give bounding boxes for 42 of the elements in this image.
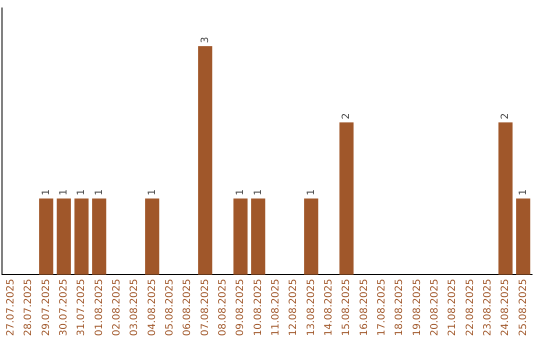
data-label: 2 — [500, 112, 512, 120]
data-label: 1 — [58, 189, 70, 196]
x-tick-label: 01.08.2025 — [94, 278, 105, 336]
x-tick-label: 29.07.2025 — [40, 278, 52, 336]
x-tick-label: 10.08.2025 — [252, 278, 264, 336]
x-tick-label: 11.08.2025 — [270, 278, 282, 336]
x-tick-label: 28.07.2025 — [23, 278, 34, 336]
x-tick-label: 04.08.2025 — [146, 278, 158, 336]
x-tick-label: 13.08.2025 — [306, 278, 317, 336]
data-label: 1 — [40, 189, 52, 196]
x-tick-label: 17.08.2025 — [376, 278, 388, 336]
x-tick-label: 12.08.2025 — [288, 278, 300, 336]
x-tick-label: 05.08.2025 — [164, 278, 176, 336]
x-tick-label: 18.08.2025 — [394, 278, 406, 336]
x-tick-label: 30.07.2025 — [58, 278, 70, 336]
x-tick-label: 08.08.2025 — [217, 278, 228, 336]
data-label: 1 — [518, 189, 529, 196]
x-tick-label: 09.08.2025 — [235, 278, 246, 336]
x-tick-label: 21.08.2025 — [447, 278, 458, 336]
x-tick-label: 07.08.2025 — [200, 278, 211, 336]
x-tick-label: 14.08.2025 — [323, 278, 334, 336]
x-tick-label: 23.08.2025 — [482, 278, 494, 336]
x-tick-label: 16.08.2025 — [358, 278, 370, 336]
x-tick-label: 27.07.2025 — [5, 278, 16, 336]
x-tick-label: 06.08.2025 — [182, 278, 194, 336]
x-tick-label: 15.08.2025 — [341, 278, 352, 336]
data-label: 1 — [252, 189, 264, 196]
data-label: 1 — [306, 189, 317, 196]
x-tick-label: 19.08.2025 — [412, 278, 423, 336]
x-tick-label: 31.07.2025 — [76, 278, 88, 336]
x-tick-label: 03.08.2025 — [129, 278, 140, 336]
data-label: 1 — [235, 189, 246, 196]
x-tick-label: 20.08.2025 — [429, 278, 440, 336]
x-tick-label: 24.08.2025 — [500, 278, 512, 336]
x-tick-label: 02.08.2025 — [111, 278, 122, 336]
x-tick-label: 22.08.2025 — [464, 278, 476, 336]
data-label: 1 — [76, 189, 88, 196]
x-tick-label: 25.08.2025 — [518, 278, 529, 336]
data-label: 1 — [146, 189, 158, 196]
data-label: 1 — [94, 189, 105, 196]
data-label: 3 — [200, 36, 211, 44]
data-label: 2 — [341, 112, 352, 120]
